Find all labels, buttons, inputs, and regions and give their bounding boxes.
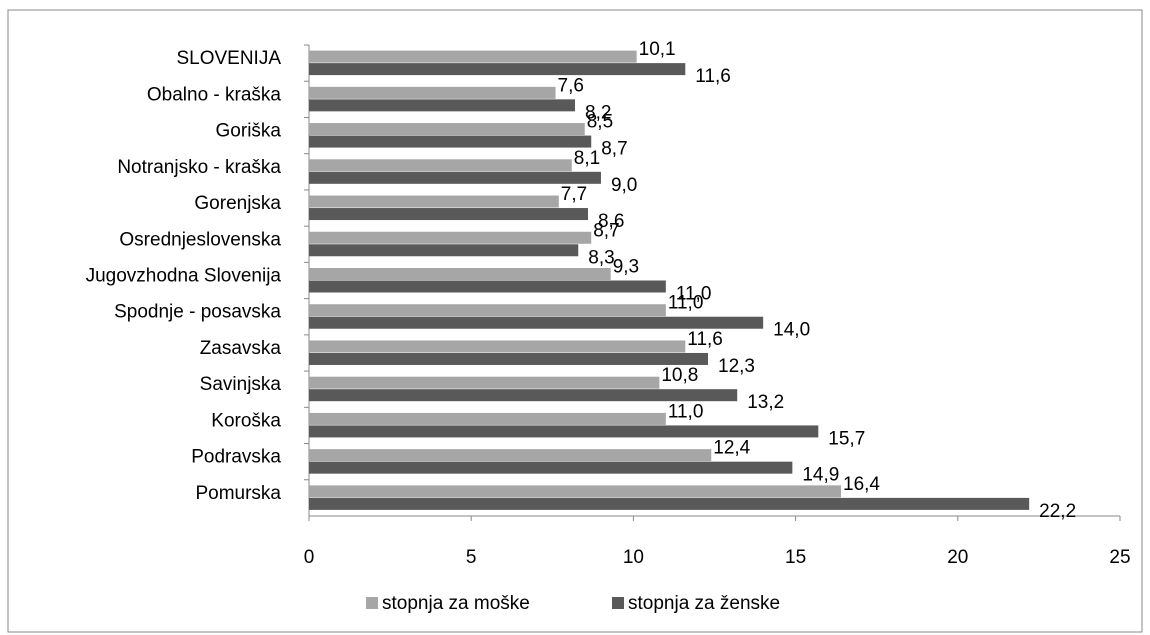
x-tick-label: 20 <box>947 547 968 568</box>
bar <box>309 244 579 257</box>
value-label: 9,0 <box>611 175 637 196</box>
legend-swatch <box>612 597 624 609</box>
bar <box>309 99 576 112</box>
value-label: 22,2 <box>1039 501 1076 522</box>
x-tick-label: 25 <box>1109 547 1130 568</box>
y-tick-label: Podravska <box>191 447 281 468</box>
value-label: 11,6 <box>695 66 731 87</box>
value-label: 7,6 <box>558 75 584 96</box>
bar <box>309 208 588 221</box>
value-label: 13,2 <box>747 392 784 413</box>
y-tick-label: SLOVENIJA <box>176 48 281 69</box>
legend-label: stopnja za moške <box>382 593 530 614</box>
bar <box>309 159 572 172</box>
y-tick-label: Zasavska <box>200 338 282 359</box>
bar <box>309 497 1030 510</box>
y-tick-label: Gorenjska <box>194 193 281 214</box>
value-label: 10,1 <box>639 39 676 60</box>
bar <box>309 123 585 136</box>
x-tick-label: 0 <box>304 547 315 568</box>
value-label: 16,4 <box>843 474 880 495</box>
value-label: 15,7 <box>828 428 865 449</box>
bar <box>309 485 842 498</box>
bar <box>309 340 686 353</box>
bar <box>309 412 666 425</box>
bar <box>309 280 666 293</box>
value-label: 8,7 <box>601 139 627 160</box>
value-label: 8,6 <box>598 211 624 232</box>
bar <box>309 86 556 99</box>
x-tick-label: 5 <box>466 547 477 568</box>
y-tick-label: Koroška <box>211 410 281 431</box>
bar <box>309 449 712 462</box>
y-tick-label: Notranjsko - kraška <box>117 157 281 178</box>
bar <box>309 352 709 365</box>
y-tick-label: Spodnje - posavska <box>114 302 281 323</box>
value-label: 14,0 <box>773 320 810 341</box>
value-label: 8,3 <box>588 247 614 268</box>
value-label: 14,9 <box>802 465 839 486</box>
y-tick-label: Obalno - kraška <box>147 84 282 105</box>
bar <box>309 376 660 389</box>
value-label: 8,7 <box>593 220 619 241</box>
x-tick-label: 10 <box>623 547 644 568</box>
value-label: 9,3 <box>613 257 639 278</box>
bar <box>309 195 559 208</box>
bar <box>309 461 793 474</box>
legend-label: stopnja za ženske <box>628 593 780 614</box>
y-tick-label: Goriška <box>216 121 282 142</box>
value-label: 11,0 <box>676 284 712 305</box>
bar <box>309 425 819 438</box>
y-tick-label: Savinjska <box>200 374 282 395</box>
bar <box>309 63 686 76</box>
value-label: 12,3 <box>718 356 755 377</box>
y-tick-label: Osrednjeslovenska <box>119 229 281 250</box>
y-tick-label: Pomurska <box>195 483 281 504</box>
legend-swatch <box>366 597 378 609</box>
bar <box>309 135 592 148</box>
bar <box>309 389 738 402</box>
bar <box>309 231 592 244</box>
value-label: 12,4 <box>713 438 750 459</box>
value-label: 8,5 <box>587 112 613 133</box>
value-label: 11,0 <box>668 401 704 422</box>
value-label: 8,2 <box>585 102 611 123</box>
bar <box>309 268 611 280</box>
bar <box>309 171 601 184</box>
value-label: 8,1 <box>574 148 600 169</box>
bar <box>309 316 764 329</box>
value-label: 11,6 <box>687 329 723 350</box>
value-label: 11,0 <box>668 293 704 314</box>
x-tick-label: 15 <box>785 547 806 568</box>
value-label: 10,8 <box>661 365 698 386</box>
bar <box>309 50 637 63</box>
value-label: 7,7 <box>561 184 587 205</box>
y-tick-label: Jugovzhodna Slovenija <box>86 266 282 287</box>
bar <box>309 304 666 317</box>
